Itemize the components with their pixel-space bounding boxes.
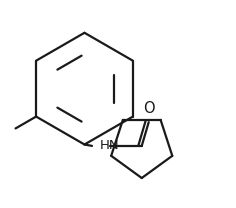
Text: O: O — [143, 101, 155, 116]
Text: HN: HN — [100, 139, 119, 152]
